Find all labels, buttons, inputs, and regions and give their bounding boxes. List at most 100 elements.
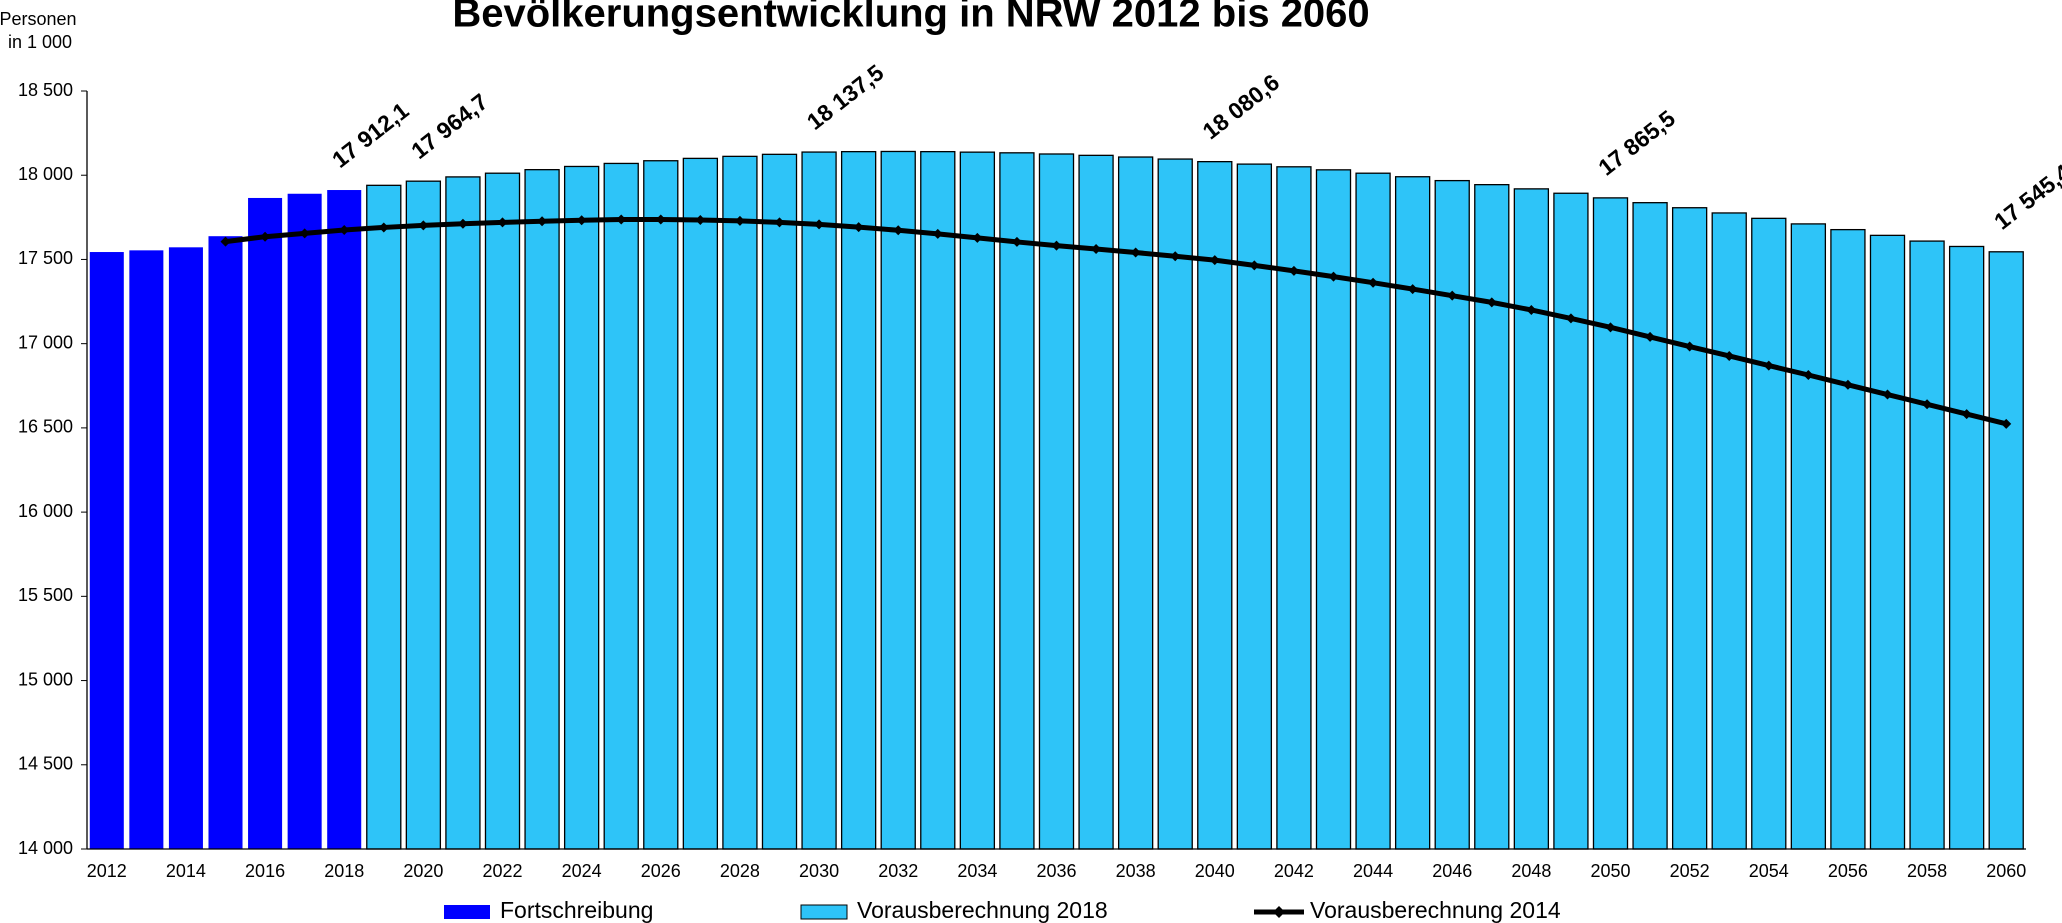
bar <box>761 153 798 850</box>
x-tick-label: 2028 <box>720 861 760 881</box>
x-tick-label: 2042 <box>1274 861 1314 881</box>
x-tick-label: 2048 <box>1511 861 1551 881</box>
x-tick-label: 2032 <box>878 861 918 881</box>
line-marker <box>1130 247 1141 258</box>
bar <box>1671 207 1708 850</box>
bar <box>1948 245 1985 850</box>
y-tick-label: 15 500 <box>18 585 73 605</box>
bar <box>1830 228 1866 850</box>
data-label: 17 865,5 <box>1593 105 1680 181</box>
bar <box>168 247 203 849</box>
bar <box>1315 169 1352 850</box>
x-tick-label: 2030 <box>799 861 839 881</box>
x-tick-label: 2060 <box>1986 861 2026 881</box>
x-tick-label: 2036 <box>1036 861 1076 881</box>
y-tick-label: 15 000 <box>18 669 73 689</box>
line-marker <box>734 215 745 226</box>
line-marker <box>1882 389 1893 400</box>
line-marker <box>576 215 587 226</box>
bar <box>1751 217 1787 850</box>
line-marker <box>418 220 429 231</box>
x-tick-label: 2050 <box>1590 861 1630 881</box>
data-label: 17 912,1 <box>327 97 414 173</box>
bar <box>89 252 124 849</box>
chart-title: Bevölkerungsentwicklung in NRW 2012 bis … <box>452 0 1369 36</box>
x-tick-label: 2014 <box>166 861 206 881</box>
line-marker <box>1763 360 1774 371</box>
line-marker <box>1684 341 1695 352</box>
line-marker <box>1526 304 1537 315</box>
legend-label: Fortschreibung <box>500 897 653 923</box>
y-tick-label: 17 000 <box>18 332 73 352</box>
bar <box>840 150 877 850</box>
bar <box>1038 153 1075 850</box>
x-tick-label: 2016 <box>245 861 285 881</box>
data-label: 18 080,6 <box>1198 69 1285 145</box>
line-marker <box>932 228 943 239</box>
line-marker <box>2001 418 2012 429</box>
line-marker <box>1645 331 1656 342</box>
x-tick-label: 2046 <box>1432 861 1472 881</box>
bar <box>1790 223 1827 850</box>
x-tick-label: 2056 <box>1828 861 1868 881</box>
line-marker <box>1328 271 1339 282</box>
bar <box>1394 176 1431 850</box>
line-marker <box>1407 284 1418 295</box>
bar <box>959 151 996 850</box>
line-marker <box>1803 369 1814 380</box>
line-marker <box>1051 240 1062 251</box>
x-tick-label: 2022 <box>482 861 522 881</box>
legend-swatch <box>800 904 848 920</box>
bar <box>643 160 679 850</box>
line-marker <box>1724 350 1735 361</box>
line-marker <box>1091 244 1102 255</box>
bar <box>682 157 719 850</box>
line-marker <box>260 231 271 242</box>
y-tick-label: 18 000 <box>18 164 73 184</box>
line-marker <box>1170 251 1181 262</box>
x-tick-label: 2052 <box>1670 861 1710 881</box>
bar <box>1157 158 1193 850</box>
line-marker <box>1486 297 1497 308</box>
x-tick-label: 2034 <box>957 861 997 881</box>
x-tick-label: 2044 <box>1353 861 1393 881</box>
bar <box>880 150 916 850</box>
data-label: 17 964,7 <box>406 88 493 164</box>
bar <box>1078 154 1114 850</box>
line-marker <box>1249 260 1260 271</box>
line-marker <box>853 222 864 233</box>
x-tick-label: 2018 <box>324 861 364 881</box>
line-marker <box>1842 379 1853 390</box>
line-marker <box>1922 399 1933 410</box>
line-marker <box>814 219 825 230</box>
bar <box>999 152 1035 850</box>
bar <box>366 184 402 850</box>
bar <box>1869 234 1906 850</box>
bar <box>1592 197 1629 850</box>
bar <box>603 162 639 850</box>
line-marker <box>378 222 389 233</box>
bar <box>287 193 322 850</box>
line-marker <box>695 215 706 226</box>
y-axis-label: Personen <box>0 9 77 29</box>
line-marker <box>339 224 350 235</box>
x-tick-label: 2020 <box>403 861 443 881</box>
bar <box>1909 240 1945 850</box>
bar <box>1632 202 1668 850</box>
y-tick-label: 16 500 <box>18 417 73 437</box>
bar <box>1988 251 2024 850</box>
bar <box>248 197 283 849</box>
line-marker <box>1605 322 1616 333</box>
x-tick-label: 2040 <box>1195 861 1235 881</box>
x-tick-label: 2024 <box>562 861 602 881</box>
legend-swatch <box>444 905 490 919</box>
bar <box>1553 192 1589 850</box>
bar <box>563 165 600 850</box>
line-marker <box>1209 255 1220 266</box>
line-marker <box>1447 290 1458 301</box>
legend-label: Vorausberechnung 2018 <box>857 897 1108 923</box>
line-marker <box>972 232 983 243</box>
x-tick-label: 2012 <box>87 861 127 881</box>
x-tick-label: 2054 <box>1749 861 1789 881</box>
